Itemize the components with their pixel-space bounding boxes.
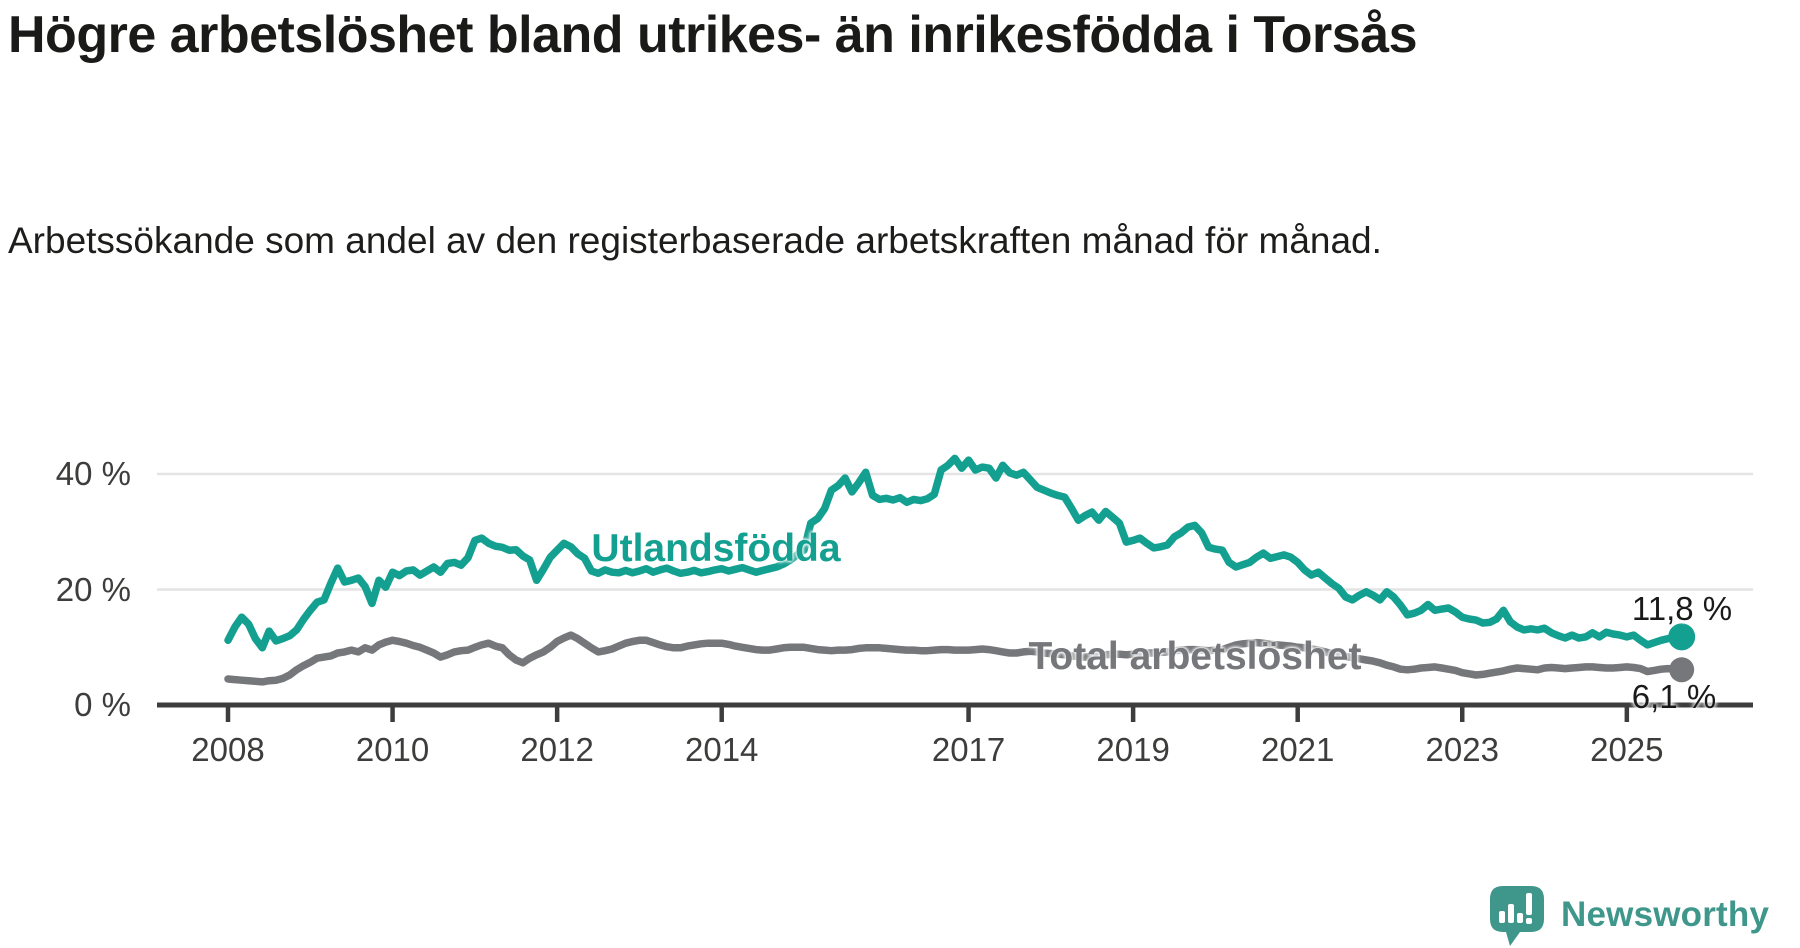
- series-label-utlandsfodda: Utlandsfödda: [591, 527, 841, 570]
- newsworthy-logo-text: Newsworthy: [1561, 895, 1770, 934]
- y-axis-label-0: 0 %: [74, 686, 131, 723]
- end-value-label-utlandsfodda: 11,8 %: [1631, 590, 1733, 627]
- x-axis-label-2019: 2019: [1096, 731, 1170, 768]
- newsworthy-logo: Newsworthy: [1490, 886, 1769, 948]
- x-axis-label-2021: 2021: [1260, 731, 1335, 768]
- y-axis-label-20: 20 %: [55, 570, 131, 608]
- end-value-label-total: 6,1 %: [1631, 678, 1717, 715]
- x-axis-label-2025: 2025: [1590, 731, 1664, 768]
- end-dot-utlandsfodda: [1668, 623, 1696, 651]
- end-dot-total-arbetsloshet: [1669, 657, 1695, 683]
- chart-subtitle: Arbetssökande som andel av den registerb…: [8, 220, 1382, 261]
- y-axis-label-40: 40 %: [55, 455, 131, 492]
- line-total-arbetsloshet: [224, 631, 1686, 686]
- series-label-total-arbetsloshet: Total arbetslöshet: [1028, 635, 1362, 678]
- x-axis-label-2023: 2023: [1425, 731, 1499, 768]
- x-axis-label-2008: 2008: [191, 731, 265, 768]
- x-axis-label-2012: 2012: [520, 731, 594, 768]
- x-axis-label-2017: 2017: [931, 731, 1006, 768]
- x-axis-label-2010: 2010: [355, 731, 430, 768]
- chart-title: Högre arbetslöshet bland utrikes- än inr…: [8, 6, 1418, 64]
- x-axis-label-2014: 2014: [684, 731, 759, 768]
- newsworthy-logo-icon: [1490, 886, 1544, 946]
- line-utlandsfodda: [224, 454, 1686, 652]
